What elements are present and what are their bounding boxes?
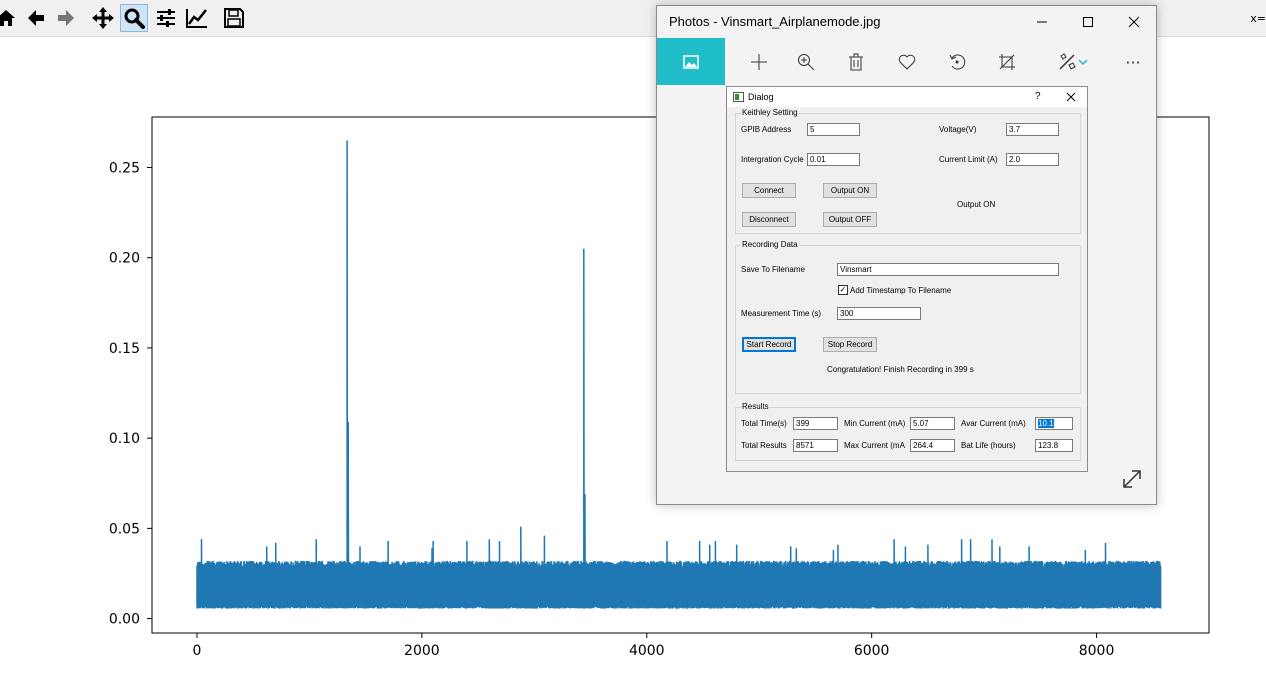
zoom-icon[interactable]	[120, 4, 148, 32]
limit-label: Current Limit (A)	[939, 155, 998, 164]
x-tick-label: 2000	[404, 643, 440, 659]
x-tick-label: 6000	[854, 643, 890, 659]
connect-button[interactable]: Connect	[742, 183, 796, 198]
dialog-titlebar: Dialog ?	[727, 87, 1087, 107]
save-filename-label: Save To Filename	[741, 265, 805, 274]
heart-icon[interactable]	[893, 48, 921, 76]
avg-current-field[interactable]: 10.1	[1035, 417, 1073, 430]
crop-icon[interactable]	[993, 48, 1021, 76]
group-title: Recording Data	[741, 240, 799, 249]
x-tick-label: 8000	[1079, 643, 1115, 659]
cycle-label: Intergration Cycle	[741, 155, 804, 164]
start-record-button[interactable]: Start Record	[742, 337, 796, 352]
measurement-time-field[interactable]: 300	[837, 307, 921, 320]
back-icon[interactable]	[22, 4, 50, 32]
line-chart: 0 2000 4000 6000 8000 0.00 0.05 0.10 0.15 0.20 0.2…	[109, 116, 1210, 659]
coordinate-readout: x=	[1250, 12, 1266, 25]
voltage-label: Voltage(V)	[939, 125, 977, 134]
dialog-title: Dialog	[748, 92, 774, 102]
forward-icon[interactable]	[52, 4, 80, 32]
y-tick-label: 0.15	[109, 341, 140, 357]
bat-life-label: Bat Life (hours)	[961, 441, 1016, 450]
more-icon[interactable]: ···	[1125, 52, 1141, 72]
gpib-label: GPIB Address	[741, 125, 792, 134]
avg-current-label: Avar Current (mA)	[961, 419, 1026, 428]
total-time-field[interactable]: 399	[793, 417, 838, 430]
pan-icon[interactable]	[89, 4, 117, 32]
zoom-in-icon[interactable]	[792, 48, 820, 76]
photos-toolbar: ···	[657, 38, 1156, 85]
group-title: Keithley Setting	[741, 108, 799, 117]
close-icon[interactable]	[1111, 6, 1157, 38]
gpib-field[interactable]: 5	[807, 123, 860, 136]
recording-data-group: Recording Data	[735, 240, 1081, 394]
customize-icon[interactable]	[183, 4, 211, 32]
y-tick-label: 0.25	[109, 161, 140, 177]
disconnect-button[interactable]: Disconnect	[742, 212, 796, 227]
series-line	[196, 140, 1162, 609]
output-status: Output ON	[957, 200, 996, 209]
edit-icon[interactable]	[1053, 48, 1081, 76]
total-results-field[interactable]: 8571	[793, 439, 838, 452]
y-tick-label: 0.05	[109, 521, 140, 537]
save-icon[interactable]	[220, 4, 248, 32]
min-current-label: Min Current (mA)	[844, 419, 906, 428]
group-title: Results	[741, 402, 770, 411]
measurement-time-label: Measurement Time (s)	[741, 309, 822, 318]
maximize-icon[interactable]	[1065, 6, 1111, 38]
y-tick-label: 0.20	[109, 251, 140, 267]
max-current-field[interactable]: 264.4	[910, 439, 955, 452]
timestamp-checkbox[interactable]: ✓	[838, 285, 848, 295]
image-icon[interactable]	[657, 38, 725, 85]
min-current-field[interactable]: 5.07	[910, 417, 955, 430]
rotate-icon[interactable]	[943, 48, 971, 76]
expand-icon[interactable]	[1121, 468, 1143, 494]
max-current-label: Max Current (mA	[844, 441, 905, 450]
app-icon	[733, 92, 744, 102]
home-icon[interactable]	[0, 4, 20, 32]
total-results-label: Total Results	[741, 441, 787, 450]
add-icon[interactable]	[745, 48, 773, 76]
limit-field[interactable]: 2.0	[1006, 153, 1059, 166]
stop-record-button[interactable]: Stop Record	[823, 337, 877, 352]
close-icon[interactable]	[1066, 92, 1076, 102]
results-group: Results	[735, 402, 1081, 461]
minimize-icon[interactable]	[1019, 6, 1065, 38]
output-on-button[interactable]: Output ON	[823, 183, 877, 198]
timestamp-label: Add Timestamp To Filename	[850, 286, 952, 295]
bat-life-field[interactable]: 123.8	[1035, 439, 1073, 452]
y-tick-label: 0.10	[109, 431, 140, 447]
photos-window-title: Photos - Vinsmart_Airplanemode.jpg	[669, 14, 881, 29]
subplots-icon[interactable]	[152, 4, 180, 32]
filename-field[interactable]: Vinsmart	[837, 263, 1059, 276]
voltage-field[interactable]: 3.7	[1006, 123, 1059, 136]
output-off-button[interactable]: Output OFF	[823, 212, 877, 227]
status-message: Congratulation! Finish Recording in 399 …	[827, 365, 974, 374]
dialog-window: Dialog ? Keithley Setting GPIB Address 5…	[726, 86, 1088, 472]
chevron-down-icon[interactable]	[1077, 48, 1089, 76]
keithley-setting-group: Keithley Setting	[735, 108, 1081, 234]
total-time-label: Total Time(s)	[741, 419, 787, 428]
y-tick-label: 0.00	[109, 612, 140, 628]
delete-icon[interactable]	[842, 48, 870, 76]
avg-current-selection: 10.1	[1038, 419, 1054, 428]
help-button[interactable]: ?	[1035, 91, 1041, 102]
cycle-field[interactable]: 0.01	[807, 153, 860, 166]
x-tick-label: 4000	[629, 643, 665, 659]
x-tick-label: 0	[193, 643, 202, 659]
